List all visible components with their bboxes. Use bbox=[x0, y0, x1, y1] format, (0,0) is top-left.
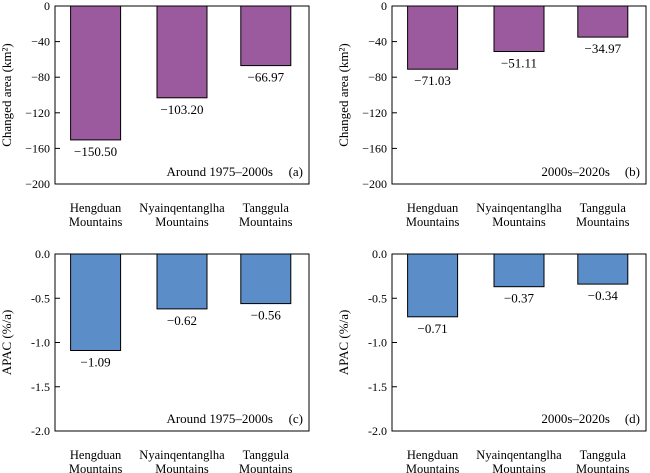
bar bbox=[156, 5, 208, 99]
category-label: Hengduan bbox=[407, 448, 459, 462]
period-annotation: Around 1975–2000s bbox=[166, 164, 273, 179]
category-label: Mountains bbox=[69, 215, 123, 229]
category-label: Mountains bbox=[492, 215, 546, 229]
data-label: −0.62 bbox=[167, 313, 197, 328]
y-tick-label: −80 bbox=[31, 70, 50, 84]
y-tick-label: -1.5 bbox=[368, 380, 387, 394]
y-tick-label: 0 bbox=[381, 0, 387, 13]
category-label: Mountains bbox=[155, 215, 209, 229]
data-label: −51.11 bbox=[501, 56, 537, 71]
category-label: Hengduan bbox=[407, 201, 459, 215]
panel-label: (d) bbox=[625, 411, 640, 426]
y-tick-label: -0.5 bbox=[31, 291, 50, 305]
data-label: −0.37 bbox=[504, 291, 535, 306]
y-tick-label: −200 bbox=[362, 177, 387, 191]
category-label: Mountains bbox=[492, 462, 546, 473]
data-label: −0.71 bbox=[418, 321, 448, 336]
bar bbox=[70, 5, 122, 141]
data-label: −66.97 bbox=[248, 70, 285, 85]
bar bbox=[407, 5, 459, 70]
bar bbox=[493, 5, 545, 52]
category-label: Mountains bbox=[576, 215, 630, 229]
category-label: Mountains bbox=[155, 462, 209, 473]
y-axis-label: Changed area (km²) bbox=[336, 43, 351, 147]
chart-panel-a: −150.50 −103.20 −66.97 0 −40 −80 −120 −160 −200 C… bbox=[0, 0, 310, 229]
data-label: −103.20 bbox=[160, 102, 203, 117]
category-label: Tanggula bbox=[580, 448, 627, 462]
data-label: −0.56 bbox=[251, 308, 282, 323]
category-label: Mountains bbox=[69, 462, 123, 473]
y-tick-label: −80 bbox=[368, 70, 387, 84]
bar bbox=[493, 253, 545, 288]
y-tick-label: −200 bbox=[25, 177, 50, 191]
y-tick-label: -0.5 bbox=[368, 291, 387, 305]
y-tick-label: −40 bbox=[31, 35, 50, 49]
category-label: Mountains bbox=[239, 215, 293, 229]
panel-label: (c) bbox=[289, 411, 303, 426]
period-annotation: 2000s–2020s bbox=[541, 411, 610, 426]
chart-panel-b: −71.03 −51.11 −34.97 0 −40 −80 −120 −160 −200 Cha… bbox=[336, 0, 647, 229]
y-tick-label: -1.5 bbox=[31, 380, 50, 394]
chart-panel-c: −1.09 −0.62 −0.56 0.0 -0.5 -1.0 -1.5 -2.0 APAC (… bbox=[0, 247, 310, 473]
category-label: Nyainqentanglha bbox=[476, 201, 562, 215]
bar bbox=[407, 253, 459, 318]
period-annotation: 2000s–2020s bbox=[541, 164, 610, 179]
category-label: Tanggula bbox=[243, 201, 290, 215]
data-label: −71.03 bbox=[414, 73, 451, 88]
y-tick-label: 0.0 bbox=[35, 247, 50, 261]
category-label: Nyainqentanglha bbox=[139, 201, 225, 215]
bar bbox=[577, 253, 629, 285]
bar bbox=[240, 253, 292, 305]
y-tick-label: −120 bbox=[362, 106, 387, 120]
panel-label: (a) bbox=[289, 164, 303, 179]
plot-frame bbox=[54, 5, 310, 185]
chart-panel-d: −0.71 −0.37 −0.34 0.0 -0.5 -1.0 -1.5 -2.0 APAC (… bbox=[336, 247, 647, 473]
data-label: −1.09 bbox=[81, 355, 111, 370]
y-tick-label: −160 bbox=[362, 141, 387, 155]
data-label: −150.50 bbox=[74, 144, 117, 159]
panel-label: (b) bbox=[625, 164, 640, 179]
category-label: Tanggula bbox=[580, 201, 627, 215]
y-tick-label: −160 bbox=[25, 141, 50, 155]
y-tick-label: -1.0 bbox=[368, 336, 387, 350]
y-tick-label: 0 bbox=[44, 0, 50, 13]
category-label: Nyainqentanglha bbox=[139, 448, 225, 462]
category-label: Mountains bbox=[576, 462, 630, 473]
bar bbox=[577, 5, 629, 38]
category-label: Tanggula bbox=[243, 448, 290, 462]
y-tick-label: -1.0 bbox=[31, 336, 50, 350]
data-label: −34.97 bbox=[585, 41, 622, 56]
y-axis-label: APAC (%/a) bbox=[0, 310, 14, 376]
category-label: Hengduan bbox=[70, 201, 122, 215]
period-annotation: Around 1975–2000s bbox=[166, 411, 273, 426]
plot-frame bbox=[391, 5, 647, 185]
y-tick-label: -2.0 bbox=[368, 424, 387, 438]
category-label: Nyainqentanglha bbox=[476, 448, 562, 462]
bar bbox=[156, 253, 208, 310]
bar bbox=[70, 253, 122, 351]
y-tick-label: −120 bbox=[25, 106, 50, 120]
data-label: −0.34 bbox=[588, 288, 619, 303]
category-label: Hengduan bbox=[70, 448, 122, 462]
y-tick-label: −40 bbox=[368, 35, 387, 49]
category-label: Mountains bbox=[406, 215, 460, 229]
y-axis-label: Changed area (km²) bbox=[0, 43, 14, 147]
y-tick-label: -2.0 bbox=[31, 424, 50, 438]
category-label: Mountains bbox=[406, 462, 460, 473]
category-label: Mountains bbox=[239, 462, 293, 473]
bar bbox=[240, 5, 292, 67]
y-axis-label: APAC (%/a) bbox=[336, 310, 351, 376]
y-tick-label: 0.0 bbox=[372, 247, 387, 261]
